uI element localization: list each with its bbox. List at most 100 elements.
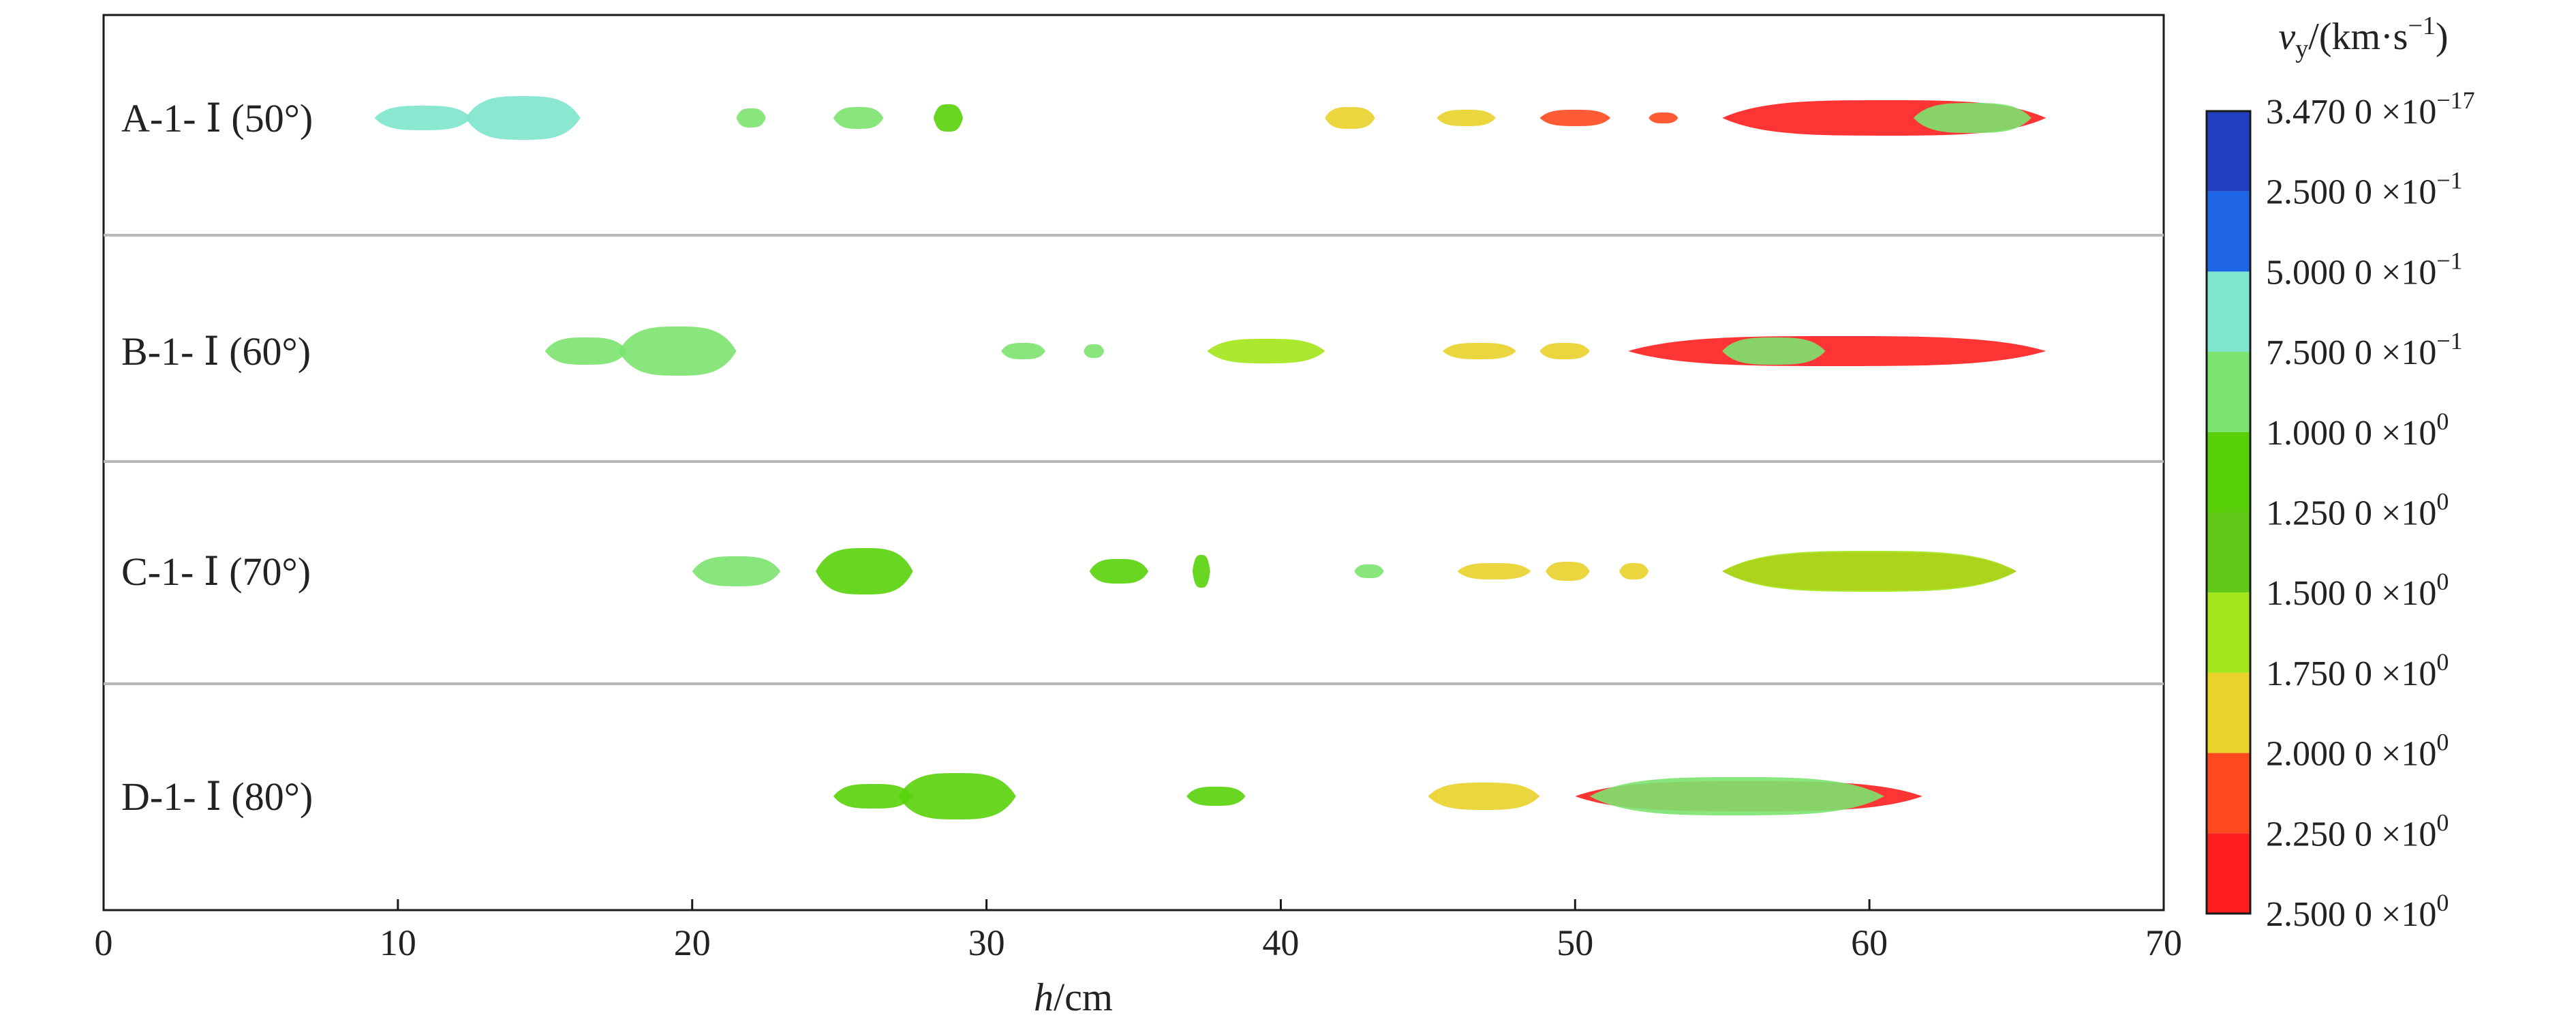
cluster-row2-3 bbox=[1001, 343, 1045, 359]
x-tick-label-20: 20 bbox=[674, 922, 711, 963]
x-axis: 0 10 20 30 40 50 60 70 bbox=[95, 899, 2182, 963]
colorbar-label-6: 1.250 0 ×100 bbox=[2266, 488, 2449, 533]
cluster-row3-4 bbox=[1192, 555, 1210, 588]
colorbar-title-variable: v bbox=[2278, 16, 2295, 58]
x-tick-label-60: 60 bbox=[1851, 922, 1888, 963]
colorbar-swatch-2 bbox=[2207, 191, 2250, 272]
colorbar-label-7: 1.500 0 ×100 bbox=[2266, 568, 2449, 613]
row-dividers bbox=[104, 234, 2164, 685]
colorbar-label-1: 3.470 0 ×10−17 bbox=[2266, 87, 2475, 132]
colorbar-label-mantissa: 1.500 0 bbox=[2266, 574, 2372, 613]
cluster-row4-1 bbox=[833, 784, 913, 809]
cluster-row2-7 bbox=[1539, 343, 1590, 359]
colorbar-swatch-3 bbox=[2207, 271, 2250, 352]
colorbar-title: vy/(km·s−1) bbox=[2278, 12, 2448, 63]
cluster-row3-6 bbox=[1457, 563, 1531, 579]
cluster-row2-5 bbox=[1207, 339, 1325, 363]
data-clusters bbox=[374, 96, 2046, 819]
colorbar-swatch-8 bbox=[2207, 672, 2250, 753]
colorbar-label-exponent: 0 bbox=[2436, 729, 2449, 756]
colorbar-label-11: 2.500 0 ×100 bbox=[2266, 889, 2449, 934]
colorbar-label-9: 2.000 0 ×100 bbox=[2266, 729, 2449, 774]
colorbar-label-mantissa: 5.000 0 bbox=[2266, 253, 2372, 292]
colorbar-swatch-4 bbox=[2207, 352, 2250, 432]
cluster-row2-2 bbox=[618, 327, 737, 376]
colorbar-label-times: ×10 bbox=[2372, 574, 2436, 613]
cluster-row1-5 bbox=[933, 104, 964, 132]
colorbar-swatch-1 bbox=[2207, 111, 2250, 192]
row-label-3: C-1- Ⅰ (70°) bbox=[121, 549, 311, 594]
cluster-row3-7 bbox=[1546, 562, 1590, 581]
colorbar-label-exponent: 0 bbox=[2436, 488, 2449, 515]
cluster-row1-7 bbox=[1437, 110, 1496, 126]
cluster-row1-4 bbox=[833, 107, 884, 129]
colorbar-label-times: ×10 bbox=[2372, 333, 2436, 372]
x-axis-label-variable: h bbox=[1034, 975, 1054, 1019]
cluster-row2-9 bbox=[1722, 337, 1826, 365]
colorbar-label-times: ×10 bbox=[2372, 815, 2436, 854]
colorbar-label-exponent: 0 bbox=[2436, 408, 2449, 435]
cluster-row3-10 bbox=[1722, 551, 2017, 592]
cluster-row3-3 bbox=[1089, 559, 1149, 584]
cluster-row1-9 bbox=[1649, 112, 1678, 123]
cluster-row1-3 bbox=[736, 108, 766, 127]
cluster-row3-1 bbox=[692, 556, 781, 586]
cluster-row1-11 bbox=[1913, 103, 2031, 133]
colorbar-label-mantissa: 1.000 0 bbox=[2266, 414, 2372, 453]
row-label-2: B-1- Ⅰ (60°) bbox=[121, 329, 311, 374]
colorbar-frame bbox=[2205, 110, 2252, 915]
x-tick-label-50: 50 bbox=[1557, 922, 1593, 963]
x-tick-label-10: 10 bbox=[380, 922, 416, 963]
cluster-row2-6 bbox=[1442, 343, 1516, 359]
colorbar-title-subscript: y bbox=[2295, 35, 2308, 63]
colorbar-title-units: /(km·s bbox=[2308, 16, 2408, 58]
colorbar-label-times: ×10 bbox=[2372, 494, 2436, 533]
colorbar-label-exponent: −17 bbox=[2436, 87, 2474, 114]
colorbar-label-times: ×10 bbox=[2372, 735, 2436, 774]
colorbar-label-mantissa: 2.500 0 bbox=[2266, 173, 2372, 212]
colorbar-label-exponent: −1 bbox=[2436, 247, 2462, 274]
colorbar-label-exponent: 0 bbox=[2436, 568, 2449, 595]
cluster-row1-6 bbox=[1325, 107, 1375, 129]
colorbar-label-exponent: −1 bbox=[2436, 327, 2462, 354]
x-axis-label-units: /cm bbox=[1054, 975, 1113, 1019]
cluster-row1-8 bbox=[1539, 110, 1611, 126]
row-labels: A-1- Ⅰ (50°) B-1- Ⅰ (60°) C-1- Ⅰ (70°) D-1-… bbox=[121, 96, 313, 819]
colorbar-label-mantissa: 2.500 0 bbox=[2266, 895, 2372, 934]
colorbar-label-mantissa: 7.500 0 bbox=[2266, 333, 2372, 372]
colorbar-label-times: ×10 bbox=[2372, 654, 2436, 693]
cluster-row3-2 bbox=[816, 548, 913, 594]
colorbar-label-times: ×10 bbox=[2372, 173, 2436, 212]
colorbar-swatch-5 bbox=[2207, 432, 2250, 513]
colorbar-label-4: 7.500 0 ×10−1 bbox=[2266, 327, 2463, 372]
colorbar-label-3: 5.000 0 ×10−1 bbox=[2266, 247, 2463, 292]
cluster-row3-8 bbox=[1619, 563, 1649, 579]
colorbar-title-superscript: −1 bbox=[2408, 12, 2435, 40]
colorbar-swatch-6 bbox=[2207, 512, 2250, 593]
colorbar-label-10: 2.250 0 ×100 bbox=[2266, 809, 2449, 854]
colorbar-swatch-7 bbox=[2207, 592, 2250, 673]
row-label-1: A-1- Ⅰ (50°) bbox=[121, 96, 313, 140]
colorbar: 3.470 0 ×10−172.500 0 ×10−15.000 0 ×10−1… bbox=[2205, 87, 2475, 934]
cluster-row4-2 bbox=[898, 773, 1016, 819]
x-tick-label-70: 70 bbox=[2145, 922, 2182, 963]
row-label-4: D-1- Ⅰ (80°) bbox=[121, 774, 313, 819]
colorbar-swatch-9 bbox=[2207, 753, 2250, 834]
cluster-row1-1 bbox=[374, 106, 472, 130]
colorbar-label-times: ×10 bbox=[2372, 93, 2436, 132]
cluster-row4-4 bbox=[1428, 783, 1540, 810]
colorbar-label-exponent: −1 bbox=[2436, 167, 2462, 194]
colorbar-label-5: 1.000 0 ×100 bbox=[2266, 408, 2449, 453]
colorbar-label-exponent: 0 bbox=[2436, 809, 2449, 836]
colorbar-label-mantissa: 2.000 0 bbox=[2266, 735, 2372, 774]
x-tick-label-30: 30 bbox=[968, 922, 1005, 963]
x-tick-label-40: 40 bbox=[1262, 922, 1299, 963]
colorbar-label-mantissa: 1.250 0 bbox=[2266, 494, 2372, 533]
colorbar-label-exponent: 0 bbox=[2436, 889, 2449, 916]
colorbar-label-exponent: 0 bbox=[2436, 648, 2449, 676]
colorbar-swatch-10 bbox=[2207, 833, 2250, 914]
colorbar-label-times: ×10 bbox=[2372, 414, 2436, 453]
colorbar-label-mantissa: 1.750 0 bbox=[2266, 654, 2372, 693]
x-axis-label: h/cm bbox=[1034, 975, 1113, 1019]
